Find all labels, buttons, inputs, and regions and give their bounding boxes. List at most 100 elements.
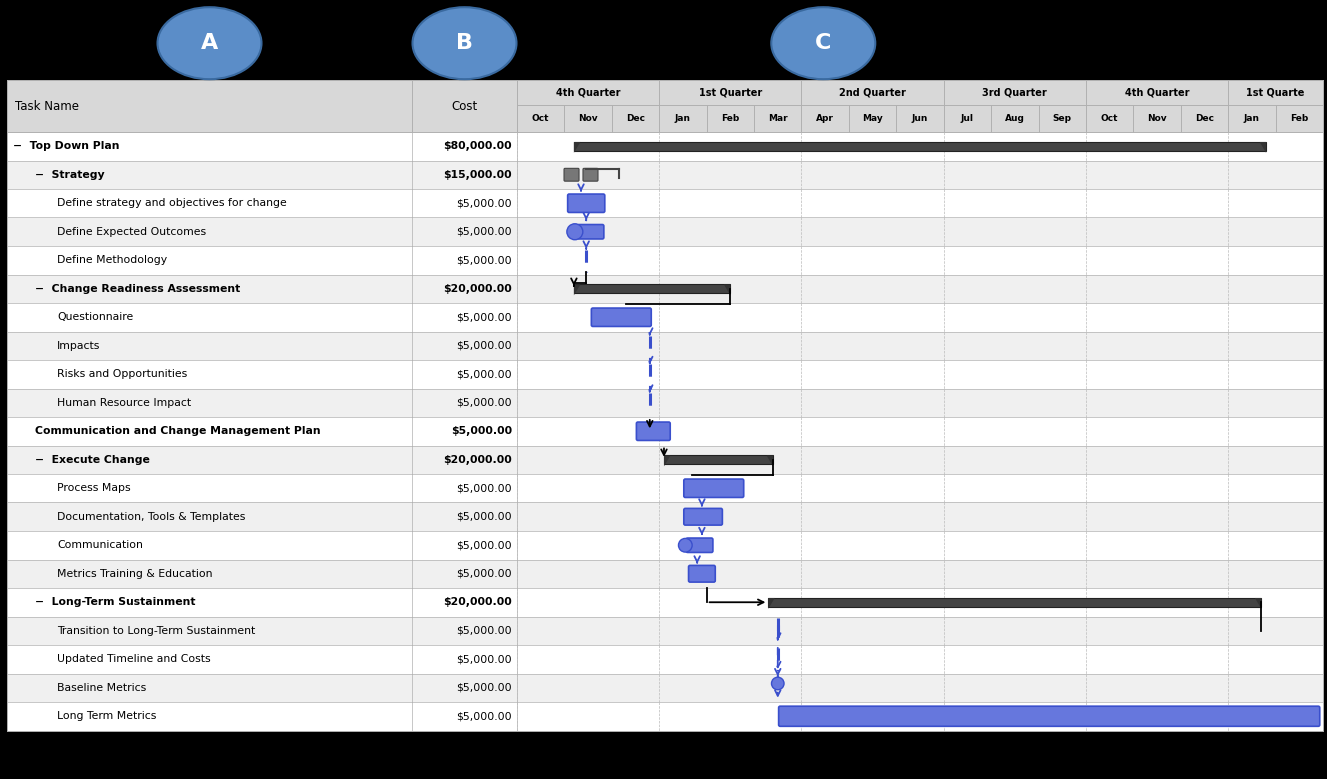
Text: Feb: Feb [722,114,739,123]
Text: $20,000.00: $20,000.00 [443,455,512,465]
Bar [518,360,1323,389]
Text: Nov: Nov [1148,114,1166,123]
Bar [7,446,518,474]
Text: Jun: Jun [912,114,928,123]
Bar [518,132,1323,160]
Circle shape [678,538,693,552]
Polygon shape [1255,598,1262,609]
Text: Cost: Cost [451,100,478,112]
Bar [518,616,1323,645]
Text: 4th Quarter: 4th Quarter [556,87,620,97]
Bar [7,160,518,189]
Text: Human Resource Impact: Human Resource Impact [57,398,191,407]
Text: $5,000.00: $5,000.00 [456,369,512,379]
Text: $80,000.00: $80,000.00 [443,141,512,151]
Circle shape [771,677,784,689]
Text: May: May [863,114,882,123]
FancyBboxPatch shape [686,538,713,552]
Bar [518,246,1323,274]
Text: Transition to Long-Term Sustainment: Transition to Long-Term Sustainment [57,626,255,636]
Text: Feb: Feb [1290,114,1308,123]
Bar [518,446,1323,474]
Text: $5,000.00: $5,000.00 [456,340,512,351]
Text: Jul: Jul [961,114,974,123]
Circle shape [567,224,583,240]
FancyBboxPatch shape [683,509,722,525]
Bar [518,274,1323,303]
Ellipse shape [158,7,261,79]
Bar [518,588,1323,616]
Text: Oct: Oct [1101,114,1119,123]
Text: Jan: Jan [675,114,691,123]
Bar [7,674,518,702]
FancyBboxPatch shape [689,566,715,582]
Text: A: A [200,33,218,53]
Bar [518,674,1323,702]
Bar [573,284,730,293]
Bar [7,389,518,417]
Bar [518,332,1323,360]
FancyBboxPatch shape [637,422,670,440]
Text: Task Name: Task Name [15,100,80,112]
Text: $5,000.00: $5,000.00 [456,654,512,664]
Text: Process Maps: Process Maps [57,483,130,493]
Bar [7,132,518,160]
Text: $20,000.00: $20,000.00 [443,597,512,608]
FancyBboxPatch shape [583,168,598,182]
Text: Impacts: Impacts [57,340,101,351]
Text: $5,000.00: $5,000.00 [456,483,512,493]
Bar [7,303,518,332]
FancyBboxPatch shape [568,194,605,213]
Text: $5,000.00: $5,000.00 [456,569,512,579]
Bar [518,474,1323,502]
Text: Documentation, Tools & Templates: Documentation, Tools & Templates [57,512,245,522]
FancyBboxPatch shape [592,308,652,326]
Text: Apr: Apr [816,114,835,123]
Text: Define Methodology: Define Methodology [57,256,167,266]
Bar [768,598,1262,607]
FancyBboxPatch shape [577,224,604,239]
Bar [7,189,518,217]
Text: Communication and Change Management Plan: Communication and Change Management Plan [35,426,321,436]
Text: −  Strategy: − Strategy [35,170,105,180]
Bar [7,559,518,588]
Text: 3rd Quarter: 3rd Quarter [982,87,1047,97]
Ellipse shape [413,7,516,79]
Bar [518,702,1323,731]
Text: −  Execute Change: − Execute Change [35,455,150,465]
Text: $5,000.00: $5,000.00 [456,626,512,636]
FancyBboxPatch shape [779,707,1320,726]
Bar [518,417,1323,446]
Text: $5,000.00: $5,000.00 [451,426,512,436]
Text: Dec: Dec [1196,114,1214,123]
Text: C: C [815,33,832,53]
Bar [7,616,518,645]
Text: $5,000.00: $5,000.00 [456,256,512,266]
Text: Communication: Communication [57,541,143,550]
Text: Sep: Sep [1052,114,1072,123]
Bar [518,80,1323,132]
Polygon shape [1259,142,1266,153]
Text: Define strategy and objectives for change: Define strategy and objectives for chang… [57,198,287,208]
Bar [518,160,1323,189]
Text: Dec: Dec [626,114,645,123]
Text: Questionnaire: Questionnaire [57,312,133,323]
FancyBboxPatch shape [683,479,743,498]
Text: Mar: Mar [768,114,788,123]
Text: $20,000.00: $20,000.00 [443,284,512,294]
Bar [7,80,518,132]
Bar [518,80,1323,731]
Text: B: B [456,33,472,53]
Bar [518,531,1323,559]
Bar [0,0,1327,80]
Text: 2nd Quarter: 2nd Quarter [839,87,906,97]
Text: $5,000.00: $5,000.00 [456,512,512,522]
Bar [518,502,1323,531]
Polygon shape [768,598,775,609]
Bar [664,456,774,464]
Text: $5,000.00: $5,000.00 [456,398,512,407]
Bar [7,531,518,559]
Text: −  Change Readiness Assessment: − Change Readiness Assessment [35,284,240,294]
Polygon shape [664,456,670,467]
Bar [518,389,1323,417]
